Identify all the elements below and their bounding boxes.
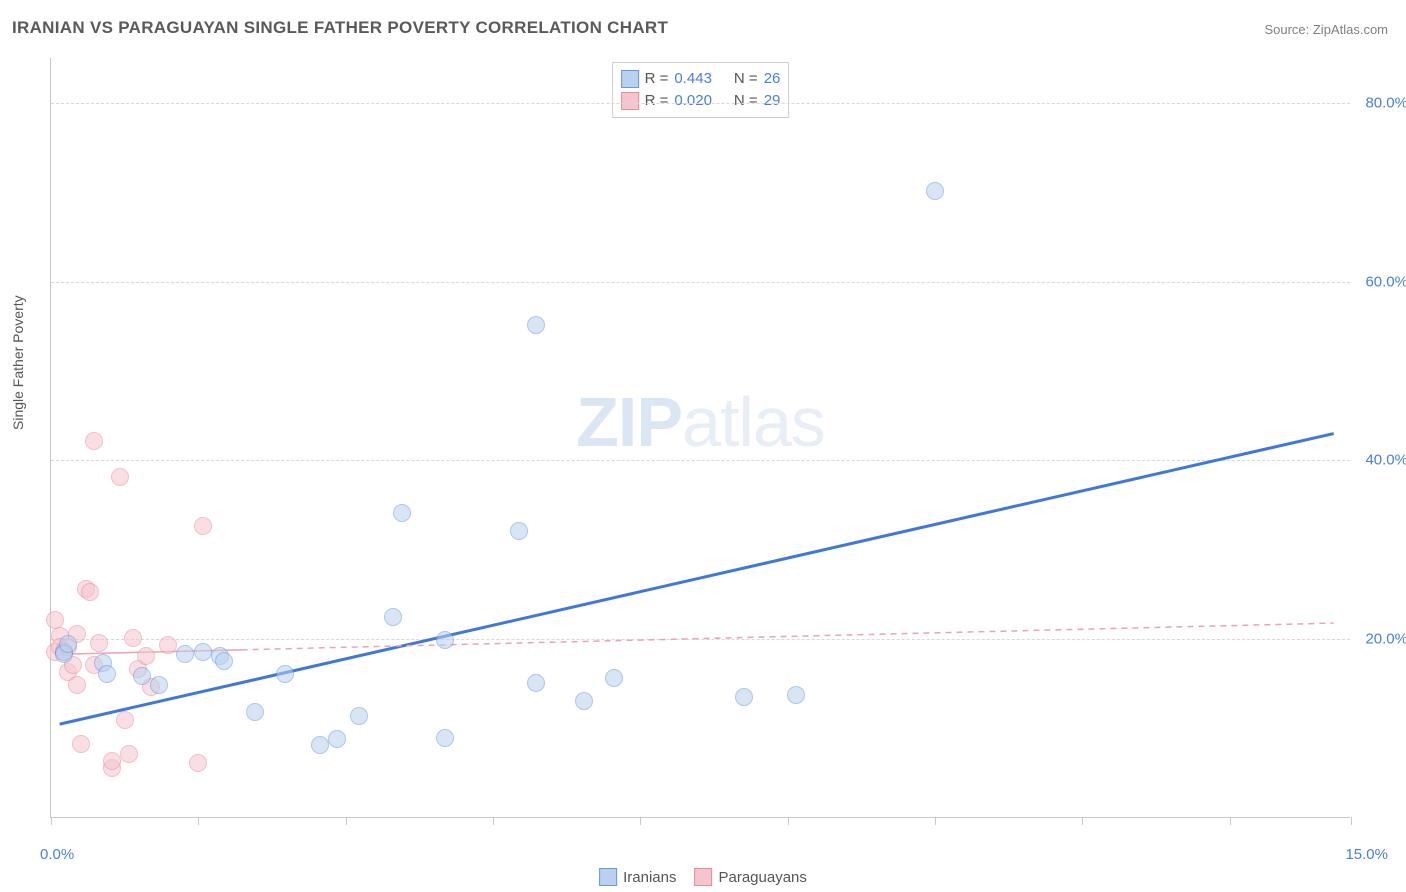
data-point	[103, 752, 121, 770]
data-point	[393, 504, 411, 522]
data-point	[246, 703, 264, 721]
data-point	[120, 745, 138, 763]
data-point	[527, 316, 545, 334]
data-point	[72, 735, 90, 753]
legend-series-item: Paraguayans	[694, 868, 806, 886]
data-point	[137, 647, 155, 665]
x-tick-label-min: 0.0%	[40, 846, 74, 863]
data-point	[194, 517, 212, 535]
x-tick	[51, 817, 52, 825]
x-tick	[935, 817, 936, 825]
data-point	[436, 729, 454, 747]
x-tick	[493, 817, 494, 825]
y-tick-label: 80.0%	[1365, 94, 1406, 111]
data-point	[90, 634, 108, 652]
data-point	[133, 667, 151, 685]
data-point	[116, 711, 134, 729]
x-tick-label-max: 15.0%	[1345, 846, 1388, 863]
y-tick-label: 20.0%	[1365, 631, 1406, 648]
data-point	[98, 665, 116, 683]
data-point	[575, 692, 593, 710]
data-point	[605, 669, 623, 687]
data-point	[350, 707, 368, 725]
data-point	[328, 730, 346, 748]
data-point	[194, 643, 212, 661]
scatter-plot-area: ZIPatlas R =0.443N =26R =0.020N =29 20.0…	[50, 58, 1350, 818]
data-point	[926, 182, 944, 200]
data-point	[150, 676, 168, 694]
data-point	[276, 665, 294, 683]
data-point	[215, 652, 233, 670]
data-point	[735, 688, 753, 706]
x-tick	[788, 817, 789, 825]
x-tick	[346, 817, 347, 825]
y-axis-label: Single Father Poverty	[10, 295, 26, 430]
data-point	[81, 583, 99, 601]
data-point	[68, 676, 86, 694]
x-tick	[198, 817, 199, 825]
data-point	[124, 629, 142, 647]
chart-title: IRANIAN VS PARAGUAYAN SINGLE FATHER POVE…	[12, 18, 668, 38]
legend-series-label: Iranians	[623, 869, 676, 886]
data-point	[85, 432, 103, 450]
x-tick	[1230, 817, 1231, 825]
data-point	[527, 674, 545, 692]
trend-lines	[51, 58, 1351, 818]
data-point	[311, 736, 329, 754]
data-point	[189, 754, 207, 772]
data-point	[436, 631, 454, 649]
x-tick	[640, 817, 641, 825]
y-tick-label: 40.0%	[1365, 452, 1406, 469]
data-point	[176, 645, 194, 663]
x-tick	[1082, 817, 1083, 825]
data-point	[159, 636, 177, 654]
data-point	[510, 522, 528, 540]
data-point	[59, 635, 77, 653]
data-point	[787, 686, 805, 704]
legend-series-label: Paraguayans	[718, 869, 806, 886]
data-point	[111, 468, 129, 486]
source-attribution: Source: ZipAtlas.com	[1264, 22, 1388, 37]
x-tick	[1351, 817, 1352, 825]
data-point	[384, 608, 402, 626]
legend-swatch	[694, 868, 712, 886]
legend-series: Iranians Paraguayans	[599, 868, 807, 886]
legend-series-item: Iranians	[599, 868, 676, 886]
y-tick-label: 60.0%	[1365, 273, 1406, 290]
legend-swatch	[599, 868, 617, 886]
